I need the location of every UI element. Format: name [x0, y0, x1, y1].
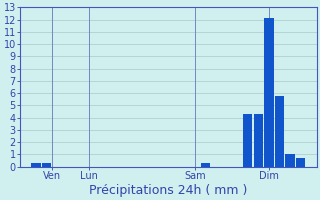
Bar	[296, 158, 305, 167]
Bar	[253, 114, 263, 167]
Bar	[243, 114, 252, 167]
Bar	[285, 154, 295, 167]
X-axis label: Précipitations 24h ( mm ): Précipitations 24h ( mm )	[89, 184, 247, 197]
Bar	[42, 163, 51, 167]
Bar	[264, 18, 274, 167]
Bar	[275, 96, 284, 167]
Bar	[31, 163, 41, 167]
Bar	[201, 163, 210, 167]
